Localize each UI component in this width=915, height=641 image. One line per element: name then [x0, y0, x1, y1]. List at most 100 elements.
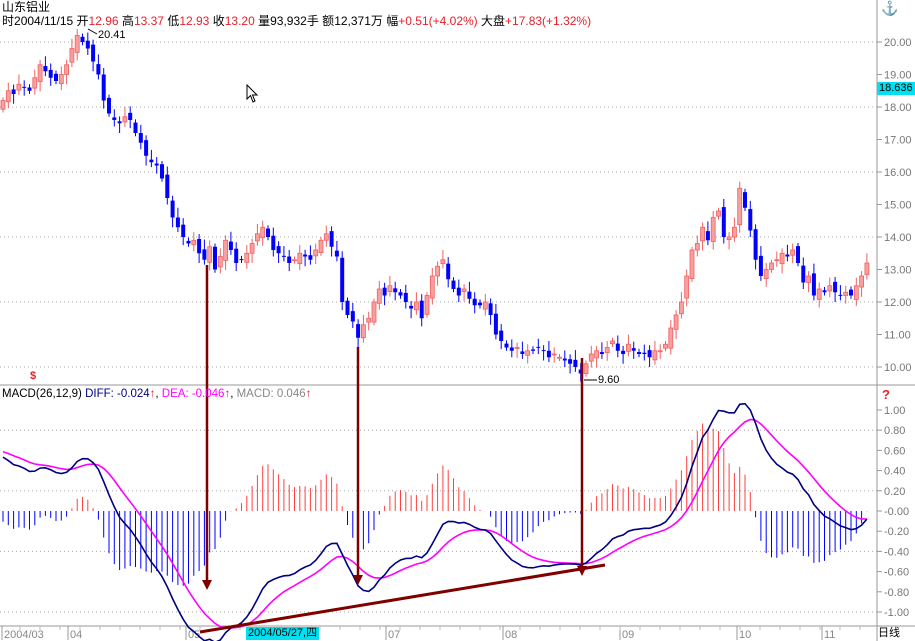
date-value: 2004/11/15: [14, 14, 74, 28]
candle-down: [785, 254, 790, 257]
candle-down: [838, 294, 843, 296]
candle-down: [281, 255, 286, 257]
candle-up: [16, 83, 22, 91]
candle-down: [403, 292, 408, 302]
candle-down: [48, 69, 53, 78]
candle-down: [128, 112, 133, 120]
candle-down: [833, 281, 838, 293]
candle-down: [531, 349, 535, 351]
candle-down: [546, 350, 551, 358]
candle-down: [647, 350, 652, 358]
candle-up: [827, 285, 833, 292]
candle-down: [175, 217, 180, 228]
candle-down: [356, 324, 361, 338]
candle-down: [266, 228, 270, 237]
macd-tick-label: 0.80: [884, 425, 905, 437]
candle-up: [217, 256, 223, 268]
candle-down: [493, 313, 498, 335]
divergence-arrow-head-icon: [202, 580, 212, 590]
candle-up: [853, 285, 859, 300]
macd-arrow-icon: ↑: [305, 388, 312, 400]
price-tick-label: 13.00: [884, 265, 912, 277]
candle-up: [816, 288, 822, 300]
support-trendline: [199, 563, 606, 634]
candle-down: [345, 300, 350, 315]
anchor-icon[interactable]: ⚓: [881, 0, 899, 16]
low-marker-label: 9.60: [598, 374, 620, 386]
candle-down: [536, 346, 541, 348]
price-tick-label: 20.00: [884, 37, 912, 49]
candle-up: [482, 301, 488, 310]
current-price-label: 18.636: [877, 82, 915, 95]
candle-down: [303, 254, 308, 257]
candle-down: [801, 265, 806, 283]
candle-up: [371, 301, 377, 323]
candle-down: [170, 200, 175, 218]
candle-down: [186, 240, 191, 244]
candle-up: [679, 301, 684, 315]
date-label: 时: [2, 14, 15, 28]
candle-up: [244, 252, 250, 263]
candle-down: [721, 207, 726, 237]
candle-up: [64, 64, 69, 75]
candle-down: [80, 36, 85, 42]
price-tick-label: 16.00: [884, 167, 912, 179]
candle-down: [11, 89, 16, 94]
mouse-cursor-icon: [246, 84, 259, 103]
macd-tick-label: -0.80: [884, 587, 909, 599]
candle-down: [165, 174, 170, 198]
candle-down: [573, 359, 578, 367]
candle-down: [568, 359, 573, 364]
candle-up: [74, 35, 80, 53]
candle-down: [202, 249, 207, 260]
candle-down: [504, 343, 509, 348]
candle-down: [637, 352, 641, 354]
candle-down: [154, 163, 159, 166]
change-value: +0.51(+4.02%): [398, 14, 478, 28]
candle-down: [181, 224, 186, 237]
candle-down: [822, 290, 827, 293]
price-tick-label: 14.00: [884, 232, 912, 244]
candle-down: [398, 292, 403, 296]
candle-up: [652, 350, 658, 361]
candle-down: [107, 97, 111, 114]
candle-up: [525, 350, 531, 356]
candle-down: [419, 300, 424, 319]
candle-down: [276, 246, 281, 254]
candle-down: [117, 121, 122, 124]
candle-down: [743, 192, 747, 208]
candle-down: [409, 305, 414, 309]
candle-down: [451, 280, 456, 289]
candle-up: [557, 356, 562, 359]
candle-down: [54, 73, 58, 81]
candle-up: [694, 243, 700, 251]
candle-up: [440, 259, 446, 265]
candle-down: [562, 358, 567, 361]
question-icon[interactable]: ?: [882, 387, 890, 402]
cursor-date-label: 2004/05/27,四: [246, 627, 320, 640]
candle-down: [599, 352, 604, 354]
price-tick-label: 19.00: [884, 70, 912, 82]
candle-down: [446, 263, 451, 280]
high-marker-pointer: [87, 28, 98, 35]
candle-up: [0, 100, 6, 110]
candle-down: [27, 87, 32, 91]
candle-up: [435, 265, 441, 277]
macd-title: MACD(26,12,9): [2, 388, 82, 400]
candle-up: [806, 275, 811, 283]
diff-arrow-icon: ↑: [149, 388, 156, 400]
candle-down: [234, 248, 239, 263]
candle-up: [413, 301, 419, 311]
candle-up: [207, 246, 213, 263]
candle-up: [769, 262, 774, 270]
candle-up: [313, 249, 319, 257]
period-label[interactable]: 日线: [878, 627, 900, 639]
money-icon[interactable]: $: [30, 370, 37, 382]
macd-value: MACD: 0.046: [236, 388, 306, 400]
candle-down: [499, 330, 504, 341]
candle-down: [96, 64, 101, 75]
date-tick-label: 05: [188, 629, 200, 641]
candle-down: [705, 231, 710, 241]
diff-line: [2, 402, 868, 641]
